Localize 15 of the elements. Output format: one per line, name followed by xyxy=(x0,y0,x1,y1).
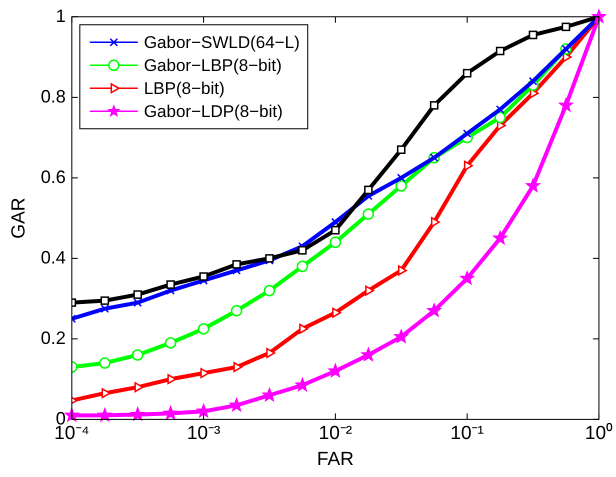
y-axis-title: GAR xyxy=(8,198,30,239)
legend-label: Gabor−SWLD(64−L) xyxy=(144,32,300,52)
x-tick-label: 10⁰ xyxy=(584,422,614,444)
x-axis-title: FAR xyxy=(316,448,354,470)
x-tick-label: 10⁻² xyxy=(318,423,352,444)
y-tick-label: 0.6 xyxy=(40,166,66,187)
legend-label: LBP(8−bit) xyxy=(144,78,225,98)
y-tick-label: 1 xyxy=(56,6,66,26)
x-tick-label: 10⁻¹ xyxy=(450,423,484,444)
x-tick-label: 10⁻³ xyxy=(186,423,220,444)
legend-label: Gabor−LDP(8−bit) xyxy=(144,102,283,121)
y-tick-label: 0.4 xyxy=(40,247,66,268)
y-tick-label: 0.8 xyxy=(40,86,66,106)
y-tick-label: 0.2 xyxy=(40,328,66,348)
legend-label: Gabor−LBP(8−bit) xyxy=(144,56,282,75)
